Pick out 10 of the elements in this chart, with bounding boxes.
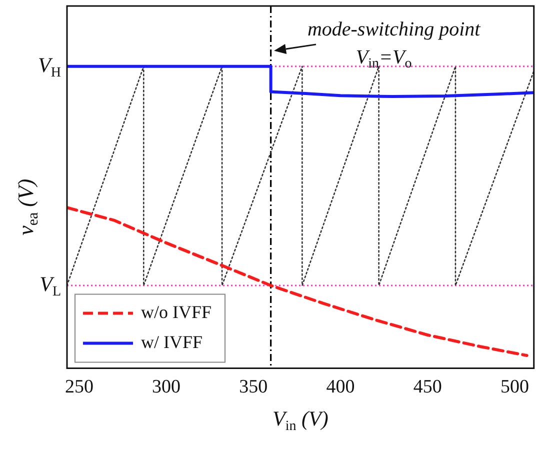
x-tick-label: 400 [326, 376, 355, 398]
x-tick-label: 300 [152, 376, 181, 398]
x-tick-label: 500 [500, 376, 529, 398]
x-tick-label: 250 [64, 376, 94, 398]
ref-line-label: mode-switching point [307, 18, 481, 40]
legend-label: w/o IVFF [141, 302, 212, 322]
x-tick-label: 350 [239, 376, 268, 398]
x-tick-label: 450 [413, 376, 442, 398]
y-axis-title: vea (V) [12, 178, 42, 236]
legend-label: w/ IVFF [141, 332, 203, 352]
